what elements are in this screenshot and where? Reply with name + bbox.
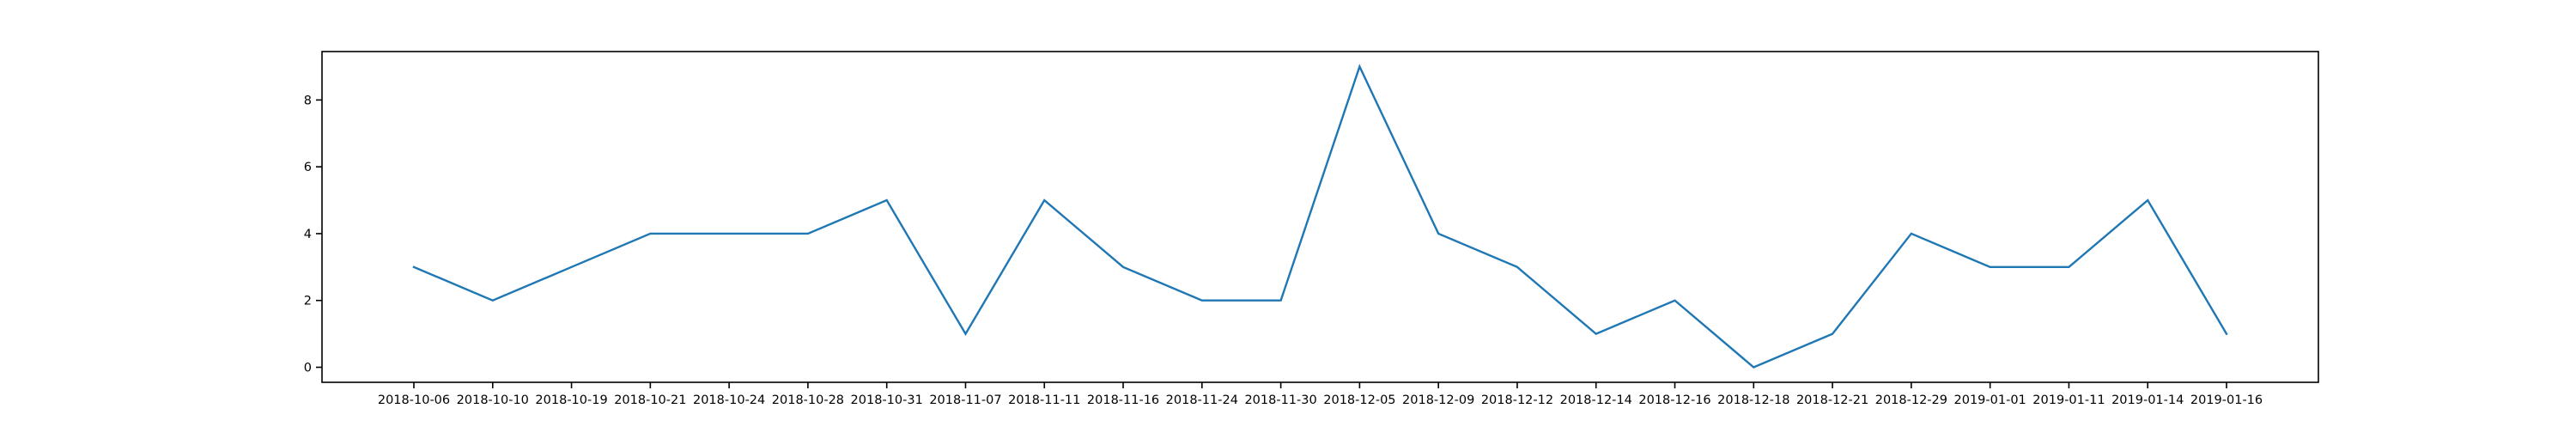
axes-frame (321, 51, 2319, 383)
x-tick-label: 2018-11-16 (1087, 393, 1159, 407)
x-axis: 2018-10-06 2018-10-10 2018-10-19 2018-10-21… (378, 382, 2263, 407)
series-group (412, 64, 2228, 369)
x-tick-label: 2018-12-21 (1796, 393, 1868, 407)
x-tick-label: 2019-01-11 (2032, 393, 2105, 407)
x-tick-label: 2018-10-06 (378, 393, 450, 407)
x-tick-label: 2018-12-05 (1323, 393, 1395, 407)
x-tick-label: 2018-10-24 (693, 393, 765, 407)
x-tick-label: 2018-12-16 (1638, 393, 1710, 407)
x-tick-label: 2018-10-31 (851, 393, 923, 407)
y-tick-label: 6 (304, 161, 312, 174)
x-tick-label: 2018-12-09 (1402, 393, 1474, 407)
x-tick-label: 2018-11-24 (1166, 393, 1238, 407)
x-tick-label: 2018-12-18 (1717, 393, 1789, 407)
x-tick-label: 2019-01-01 (1954, 393, 2026, 407)
y-tick-label: 4 (304, 228, 312, 241)
x-tick-label: 2018-10-19 (535, 393, 607, 407)
x-tick-label: 2018-12-14 (1560, 393, 1632, 407)
y-tick-label: 2 (304, 295, 312, 308)
x-tick-label: 2018-12-29 (1875, 393, 1947, 407)
series-line-0 (412, 64, 2228, 369)
x-tick-label: 2018-11-30 (1244, 393, 1316, 407)
x-tick-label: 2018-10-21 (614, 393, 686, 407)
x-tick-label: 2019-01-14 (2111, 393, 2184, 407)
plot-area (321, 51, 2319, 383)
x-tick-label: 2018-10-28 (772, 393, 844, 407)
x-tick-label: 2018-11-07 (929, 393, 1001, 407)
x-tick-label: 2018-11-11 (1008, 393, 1080, 407)
y-tick-label: 8 (304, 94, 312, 107)
x-tick-label: 2019-01-16 (2190, 393, 2263, 407)
x-tick-label: 2018-12-12 (1481, 393, 1553, 407)
x-tick-label: 2018-10-10 (457, 393, 529, 407)
y-tick-label: 0 (304, 362, 312, 375)
y-axis: 0 2 4 6 8 (304, 94, 322, 375)
